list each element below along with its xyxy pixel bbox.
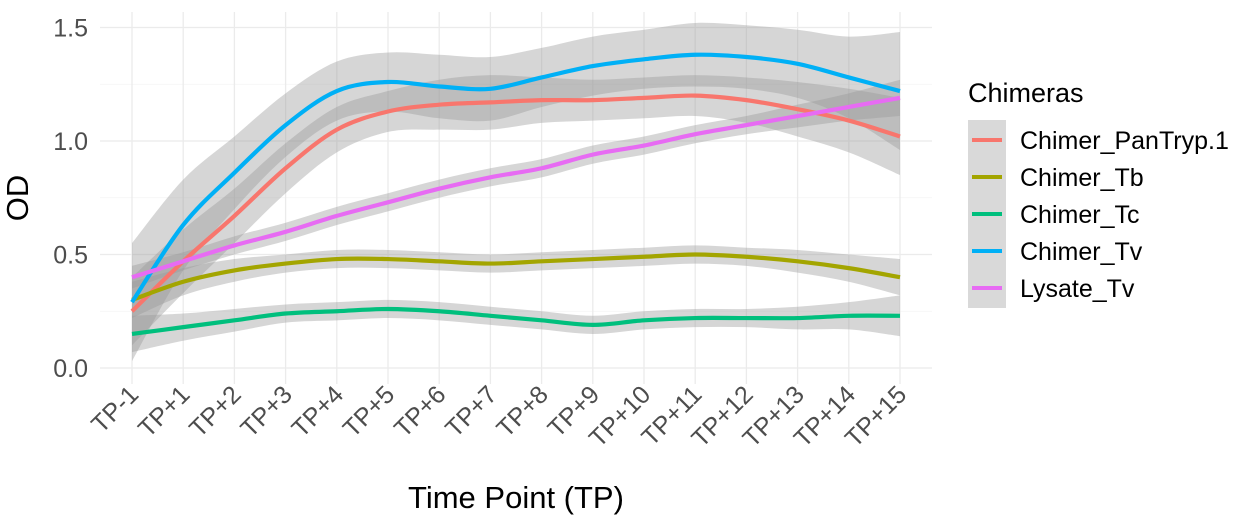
x-tick-label: TP+7 [440, 380, 503, 443]
series-line [130, 93, 901, 313]
x-tick-label: TP+1 [133, 380, 196, 443]
x-tick-label: TP+6 [389, 380, 452, 443]
y-tick-label: 1.0 [53, 128, 88, 156]
y-axis-title: OD [0, 175, 35, 222]
legend-item: Chimer_Tv [972, 238, 1143, 266]
x-tick-label: TP+4 [286, 380, 349, 443]
series-line [131, 252, 901, 302]
series-line [131, 306, 901, 337]
legend-item: Lysate_Tv [972, 275, 1135, 303]
legend-label: Chimer_Tv [1020, 238, 1143, 266]
legend-title: Chimeras [968, 78, 1084, 108]
legend-item: Chimer_PanTryp.1 [972, 127, 1229, 155]
legend-label: Chimer_Tc [1020, 201, 1139, 229]
confidence-band [132, 295, 900, 353]
x-tick-label: TP+2 [184, 380, 247, 443]
y-tick-label: 0.5 [53, 242, 88, 270]
series-line [131, 95, 901, 280]
series-line [130, 52, 901, 304]
grid-lines [100, 12, 932, 384]
confidence-band [132, 75, 900, 346]
y-tick-label: 1.5 [53, 15, 88, 43]
x-tick-label: TP-1 [86, 380, 144, 438]
x-tick-label: TP+5 [338, 380, 401, 443]
legend-label: Chimer_PanTryp.1 [1020, 127, 1229, 155]
confidence-bands [132, 22, 900, 362]
series-lines [130, 52, 901, 337]
legend: Chimeras Chimer_PanTryp.1Chimer_TbChimer… [968, 78, 1229, 308]
confidence-band [132, 245, 900, 319]
x-tick-label: TP+3 [235, 380, 298, 443]
legend-label: Chimer_Tb [1020, 164, 1144, 192]
legend-item: Chimer_Tb [972, 164, 1144, 192]
x-axis-title: Time Point (TP) [408, 480, 624, 515]
legend-label: Lysate_Tv [1020, 275, 1135, 303]
x-tick-label: TP+8 [491, 380, 554, 443]
y-axis-ticks: 0.0 0.5 1.0 1.5 [53, 15, 88, 384]
x-axis-ticks: TP-1TP+1TP+2TP+3TP+4TP+5TP+6TP+7TP+8TP+9… [86, 380, 912, 452]
legend-item: Chimer_Tc [972, 201, 1139, 229]
confidence-band [132, 22, 900, 362]
y-tick-label: 0.0 [53, 355, 88, 383]
legend-items: Chimer_PanTryp.1 Chimer_Tb Chimer_Tc Chimer… [972, 127, 1229, 303]
